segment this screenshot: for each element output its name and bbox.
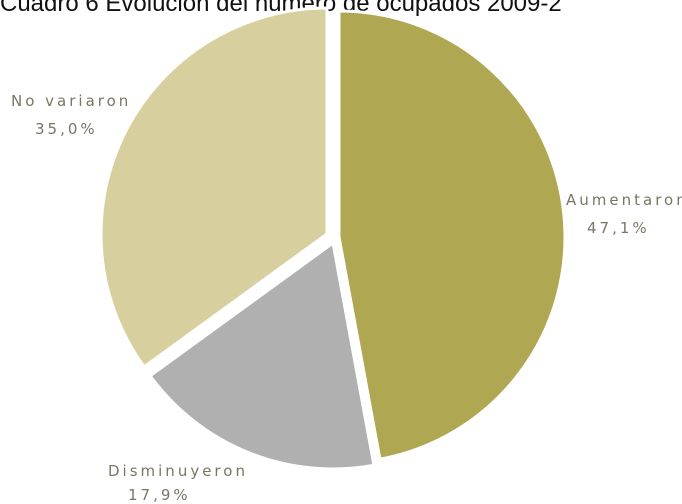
- label-disminuyeron-value: 17,9%: [128, 486, 191, 504]
- pie-slice-disminuyeron: [148, 240, 376, 471]
- label-aumentaron-value: 47,1%: [587, 219, 650, 237]
- label-novariaron-value: 35,0%: [35, 120, 98, 138]
- label-aumentaron-name: Aumentaron: [566, 191, 682, 209]
- pie-slices: [99, 6, 567, 471]
- pie-slice-aumentaron: [337, 9, 567, 462]
- pie-slice-no-variaron: [99, 6, 329, 369]
- pie-labels: Aumentaron 47,1% Disminuyeron 17,9% No v…: [11, 92, 682, 504]
- label-disminuyeron-name: Disminuyeron: [108, 462, 248, 480]
- label-novariaron-name: No variaron: [11, 92, 131, 110]
- chart-title: Cuadro 6 Evolución del número de ocupado…: [0, 0, 562, 17]
